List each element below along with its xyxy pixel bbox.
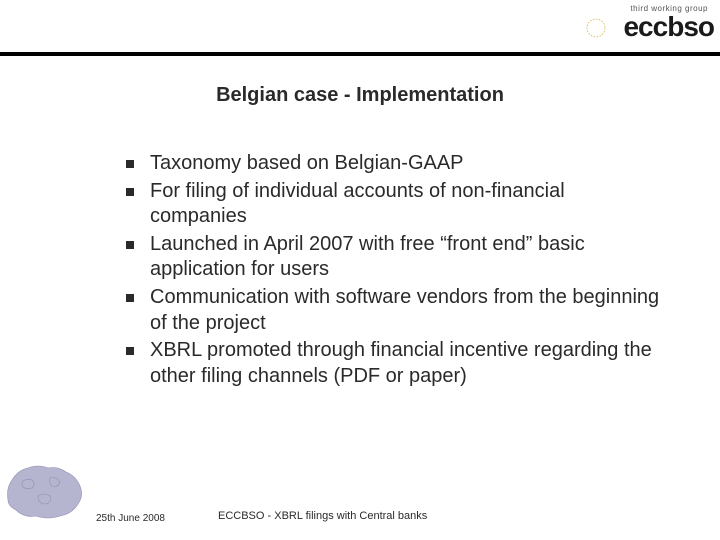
bullet-list: Taxonomy based on Belgian-GAAP For filin…: [120, 151, 660, 389]
list-item: Communication with software vendors from…: [120, 285, 660, 336]
logo-main: e c c b s o: [524, 13, 714, 41]
logo-letter-c: c: [638, 13, 653, 41]
footer: 25th June 2008 ECCBSO - XBRL filings wit…: [0, 498, 720, 528]
logo-letter-e: e: [623, 13, 638, 41]
logo-letter-b: b: [667, 13, 683, 41]
euro-stars-icon: [586, 18, 606, 38]
footer-center: ECCBSO - XBRL filings with Central banks: [218, 510, 427, 522]
logo-letter-s: s: [683, 13, 698, 41]
logo-letter-o: o: [698, 13, 714, 41]
header-bar: third working group e c c b s o: [0, 0, 720, 56]
content-area: Taxonomy based on Belgian-GAAP For filin…: [0, 151, 720, 389]
logo-letter-c2: c: [653, 13, 668, 41]
slide-title: Belgian case - Implementation: [0, 84, 720, 107]
list-item: Taxonomy based on Belgian-GAAP: [120, 151, 660, 177]
list-item: XBRL promoted through financial incentiv…: [120, 338, 660, 389]
footer-date: 25th June 2008: [96, 513, 165, 524]
list-item: For filing of individual accounts of non…: [120, 179, 660, 230]
list-item: Launched in April 2007 with free “front …: [120, 232, 660, 283]
europe-map-icon: [2, 458, 88, 522]
logo-area: third working group e c c b s o: [524, 4, 714, 50]
